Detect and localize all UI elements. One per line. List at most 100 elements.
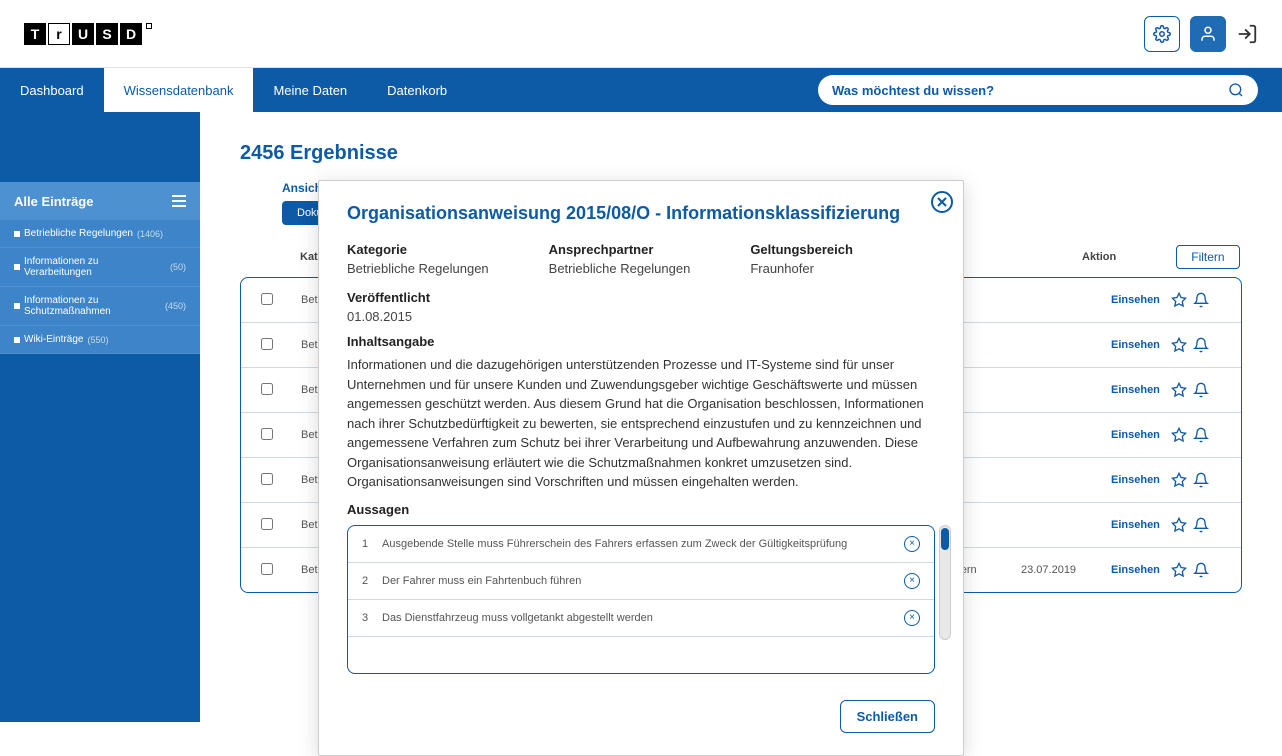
bullet-icon — [14, 303, 20, 309]
profile-button[interactable] — [1190, 16, 1226, 52]
cell-date: 23.07.2019 — [1021, 564, 1111, 576]
sidebar-item-count: (450) — [165, 301, 186, 311]
kategorie-label: Kategorie — [347, 242, 489, 257]
aussage-row: 1 Ausgebende Stelle muss Führerschein de… — [348, 526, 934, 563]
bullet-icon — [14, 231, 20, 237]
header-actions — [1144, 16, 1258, 52]
logout-icon[interactable] — [1236, 23, 1258, 45]
aussage-num: 1 — [362, 538, 382, 550]
row-checkbox[interactable] — [261, 563, 273, 575]
main-nav: Dashboard Wissensdatenbank Meine Daten D… — [0, 68, 1282, 112]
sidebar-item-wiki[interactable]: Wiki-Einträge (550) — [0, 326, 200, 354]
bell-icon[interactable] — [1193, 517, 1209, 533]
action-einsehen[interactable]: Einsehen — [1111, 429, 1171, 441]
sidebar-item-count: (550) — [87, 335, 108, 345]
action-einsehen[interactable]: Einsehen — [1111, 294, 1171, 306]
star-icon[interactable] — [1171, 337, 1187, 353]
search-box — [818, 75, 1258, 105]
action-einsehen[interactable]: Einsehen — [1111, 384, 1171, 396]
nav-tab-meine-daten[interactable]: Meine Daten — [253, 68, 367, 112]
sidebar-item-count: (1406) — [137, 229, 163, 239]
modal-close-button[interactable] — [931, 191, 953, 213]
kategorie-value: Betriebliche Regelungen — [347, 261, 489, 276]
close-button[interactable]: Schließen — [840, 700, 935, 733]
row-checkbox[interactable] — [261, 518, 273, 530]
ansprechpartner-label: Ansprechpartner — [549, 242, 691, 257]
action-einsehen[interactable]: Einsehen — [1111, 564, 1171, 576]
sidebar-item-betriebliche[interactable]: Betriebliche Regelungen (1406) — [0, 220, 200, 248]
sidebar-item-label: Betriebliche Regelungen — [24, 228, 133, 239]
sidebar-header[interactable]: Alle Einträge — [0, 182, 200, 220]
menu-icon[interactable] — [172, 195, 186, 207]
remove-aussage-button[interactable]: × — [904, 536, 920, 552]
nav-tab-datenkorb[interactable]: Datenkorb — [367, 68, 467, 112]
aussage-row: 3 Das Dienstfahrzeug muss vollgetankt ab… — [348, 600, 934, 637]
search-input[interactable] — [832, 83, 1228, 98]
remove-aussage-button[interactable]: × — [904, 610, 920, 626]
gear-icon — [1153, 25, 1171, 43]
row-checkbox[interactable] — [261, 473, 273, 485]
remove-aussage-button[interactable]: × — [904, 573, 920, 589]
row-checkbox[interactable] — [261, 428, 273, 440]
action-einsehen[interactable]: Einsehen — [1111, 474, 1171, 486]
inhaltsangabe-text: Informationen und die dazugehörigen unte… — [347, 355, 935, 492]
app-header: TrUSD — [0, 0, 1282, 68]
sidebar-item-count: (50) — [170, 262, 186, 272]
aussage-num: 2 — [362, 575, 382, 587]
bell-icon[interactable] — [1193, 472, 1209, 488]
close-icon — [937, 197, 947, 207]
nav-tab-wissensdatenbank[interactable]: Wissensdatenbank — [104, 68, 254, 112]
aussage-text: Ausgebende Stelle muss Führerschein des … — [382, 538, 904, 550]
aussagen-list: 1 Ausgebende Stelle muss Führerschein de… — [347, 525, 935, 674]
sidebar: Alle Einträge Betriebliche Regelungen (1… — [0, 112, 200, 722]
search-icon[interactable] — [1228, 82, 1244, 98]
row-checkbox[interactable] — [261, 383, 273, 395]
modal-title: Organisationsanweisung 2015/08/O - Infor… — [347, 203, 935, 224]
sidebar-title: Alle Einträge — [14, 194, 93, 209]
geltungsbereich-value: Fraunhofer — [750, 261, 853, 276]
ansprechpartner-value: Betriebliche Regelungen — [549, 261, 691, 276]
row-checkbox[interactable] — [261, 338, 273, 350]
bell-icon[interactable] — [1193, 427, 1209, 443]
detail-modal: Organisationsanweisung 2015/08/O - Infor… — [318, 180, 964, 756]
results-title: 2456 Ergebnisse — [240, 142, 1242, 165]
bell-icon[interactable] — [1193, 292, 1209, 308]
star-icon[interactable] — [1171, 472, 1187, 488]
scrollbar-thumb[interactable] — [941, 528, 949, 550]
star-icon[interactable] — [1171, 382, 1187, 398]
star-icon[interactable] — [1171, 562, 1187, 578]
scrollbar[interactable] — [939, 525, 951, 640]
star-icon[interactable] — [1171, 517, 1187, 533]
nav-tab-dashboard[interactable]: Dashboard — [0, 68, 104, 112]
bullet-icon — [14, 337, 20, 343]
action-einsehen[interactable]: Einsehen — [1111, 519, 1171, 531]
column-aktion: Aktion — [1082, 251, 1116, 263]
bell-icon[interactable] — [1193, 382, 1209, 398]
inhaltsangabe-label: Inhaltsangabe — [347, 334, 935, 349]
sidebar-item-label: Informationen zu Schutzmaßnahmen — [24, 295, 161, 317]
row-checkbox[interactable] — [261, 293, 273, 305]
user-icon — [1199, 25, 1217, 43]
bell-icon[interactable] — [1193, 562, 1209, 578]
aussage-text: Der Fahrer muss ein Fahrtenbuch führen — [382, 575, 904, 587]
nav-tabs: Dashboard Wissensdatenbank Meine Daten D… — [0, 68, 467, 112]
geltungsbereich-label: Geltungsbereich — [750, 242, 853, 257]
aussage-row-empty — [348, 637, 934, 673]
filter-button[interactable]: Filtern — [1176, 245, 1239, 269]
aussage-row: 2 Der Fahrer muss ein Fahrtenbuch führen… — [348, 563, 934, 600]
aussage-text: Das Dienstfahrzeug muss vollgetankt abge… — [382, 612, 904, 624]
veroeffentlicht-value: 01.08.2015 — [347, 309, 935, 324]
star-icon[interactable] — [1171, 292, 1187, 308]
aussage-num: 3 — [362, 612, 382, 624]
veroeffentlicht-label: Veröffentlicht — [347, 290, 935, 305]
settings-button[interactable] — [1144, 16, 1180, 52]
aussagen-label: Aussagen — [347, 502, 935, 517]
sidebar-item-schutzmassnahmen[interactable]: Informationen zu Schutzmaßnahmen (450) — [0, 287, 200, 326]
sidebar-item-verarbeitungen[interactable]: Informationen zu Verarbeitungen (50) — [0, 248, 200, 287]
sidebar-item-label: Wiki-Einträge — [24, 334, 83, 345]
action-einsehen[interactable]: Einsehen — [1111, 339, 1171, 351]
star-icon[interactable] — [1171, 427, 1187, 443]
sidebar-item-label: Informationen zu Verarbeitungen — [24, 256, 166, 278]
bell-icon[interactable] — [1193, 337, 1209, 353]
bullet-icon — [14, 264, 20, 270]
